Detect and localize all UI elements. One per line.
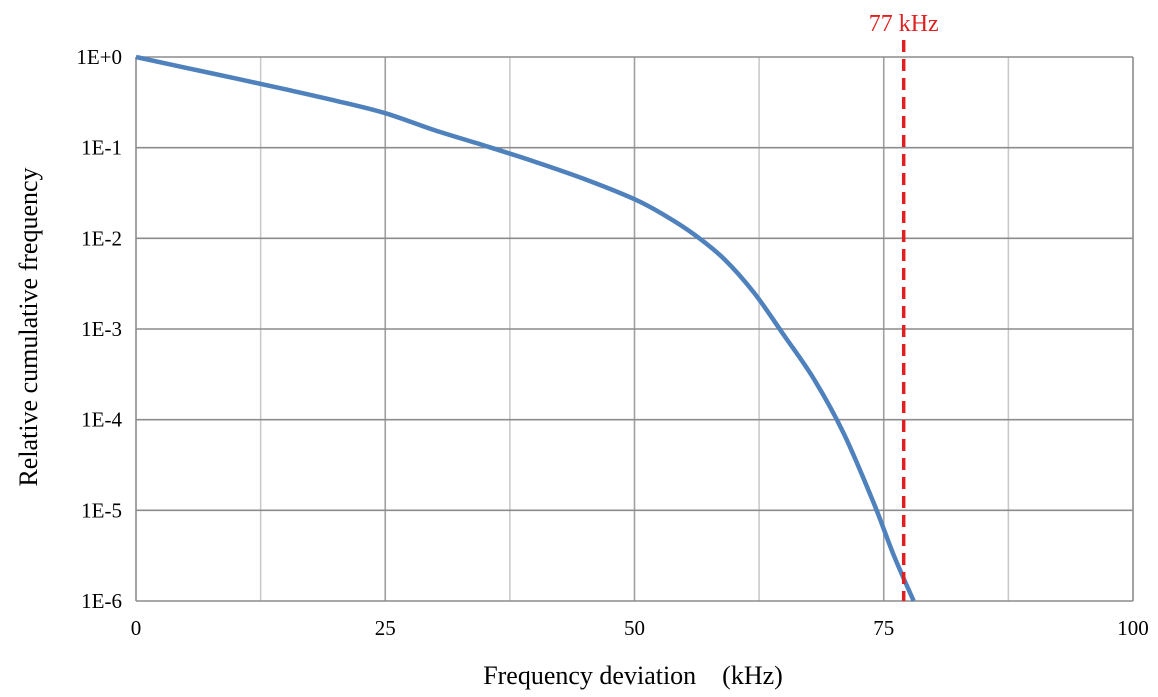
y-tick-label: 1E-3 xyxy=(81,317,122,341)
annotation-layer: 77 kHz xyxy=(869,11,939,601)
y-tick-label: 1E-4 xyxy=(81,408,122,432)
threshold-label: 77 kHz xyxy=(869,11,939,37)
x-tick-label: 75 xyxy=(873,616,894,640)
y-tick-label: 1E-6 xyxy=(81,589,122,613)
x-tick-label: 50 xyxy=(624,616,645,640)
x-axis-title: Frequency deviation (kHz) xyxy=(483,661,783,690)
series-layer xyxy=(135,54,916,602)
series-line xyxy=(135,54,916,602)
tick-label-layer: 0 25 50 75 100 1E+0 1E-1 1E-2 1E-3 1E-4 1E-5 1E-6 xyxy=(76,45,1148,640)
y-tick-label: 1E-5 xyxy=(81,498,122,522)
x-tick-label: 100 xyxy=(1117,616,1149,640)
y-tick-label: 1E-1 xyxy=(81,136,122,160)
x-tick-label: 0 xyxy=(131,616,142,640)
y-tick-label: 1E-2 xyxy=(81,226,122,250)
x-tick-label: 25 xyxy=(375,616,396,640)
grid-layer xyxy=(135,56,1134,602)
y-tick-label: 1E+0 xyxy=(76,45,122,69)
y-axis-title: Relative cumulative frequency xyxy=(14,167,43,486)
